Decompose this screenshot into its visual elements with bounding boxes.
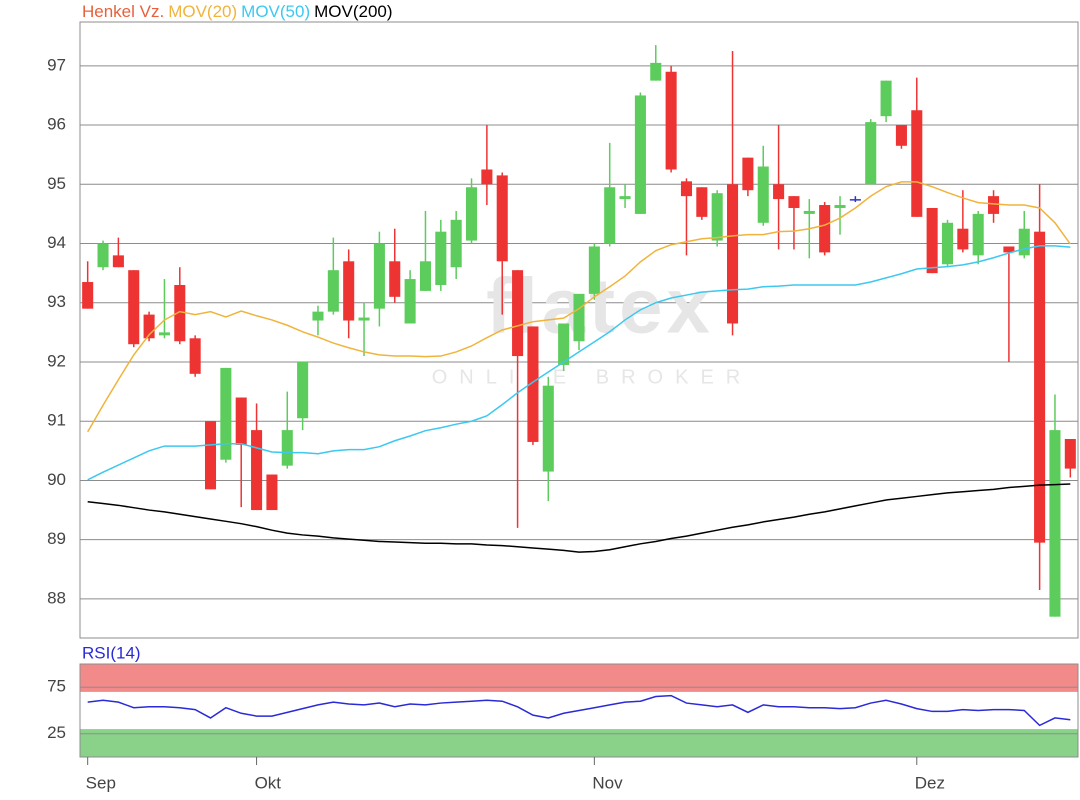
candle-body	[373, 243, 385, 309]
panel-frame	[79, 663, 1079, 758]
candle-body	[834, 205, 846, 208]
candle-body	[1064, 438, 1076, 469]
panel-frame	[79, 21, 1079, 639]
candle-body	[696, 187, 708, 217]
candle-body	[604, 187, 616, 244]
y-tick-label: 90	[47, 470, 66, 489]
line	[87, 245, 1071, 481]
candle-body	[619, 196, 631, 200]
candle-body	[680, 181, 693, 197]
candle-body	[450, 219, 462, 268]
candle-body	[988, 196, 1000, 214]
candle-body	[941, 222, 954, 265]
candle-body	[527, 326, 539, 442]
candle-body	[158, 332, 170, 336]
legend-entry: MOV(200)	[314, 2, 392, 21]
candle-body	[220, 367, 232, 460]
y-tick-label: 95	[47, 174, 66, 193]
candle-body	[143, 314, 155, 339]
y-tick-label: 89	[47, 529, 66, 548]
candle-body	[297, 361, 309, 419]
candle-body	[419, 261, 431, 291]
candle-body	[849, 199, 861, 201]
candle-body	[358, 317, 370, 321]
y-tick-label: 97	[47, 55, 66, 74]
candle-body	[1034, 231, 1046, 543]
y-tick-label: 75	[47, 677, 66, 696]
y-tick-label: 88	[47, 588, 66, 607]
x-tick-label: Sep	[86, 773, 116, 792]
candle-body	[465, 187, 478, 241]
candle-body	[727, 184, 739, 324]
candle-body	[281, 430, 293, 466]
candle-body	[481, 169, 493, 185]
candle-body	[742, 157, 754, 191]
candle-body	[97, 243, 109, 268]
candle-body	[189, 338, 201, 374]
watermark-tagline: ONLINE BROKER	[432, 366, 752, 388]
candle-body	[266, 474, 278, 511]
y-tick-label: 92	[47, 351, 66, 370]
candle-body	[558, 323, 570, 365]
candle-body	[1018, 228, 1030, 256]
y-tick-label: 25	[47, 723, 66, 742]
x-tick-label: Okt	[255, 773, 282, 792]
y-tick-label: 93	[47, 292, 66, 311]
candle-body	[312, 311, 324, 321]
candle-body	[512, 270, 524, 357]
legend-entry: MOV(50)	[241, 2, 310, 21]
candle-body	[128, 270, 140, 345]
candle-body	[819, 205, 831, 253]
candle-body	[235, 397, 247, 445]
candle-body	[773, 184, 785, 200]
candle-body	[174, 284, 186, 342]
candle-body	[880, 80, 892, 117]
candle-body	[926, 207, 938, 274]
candle-body	[435, 231, 447, 285]
candle-body	[865, 122, 877, 185]
candle-body	[665, 71, 677, 170]
candle-body	[343, 261, 355, 321]
line	[87, 694, 1071, 727]
legend-entry: RSI(14)	[82, 643, 141, 662]
legend-entry: Henkel Vz.	[82, 2, 164, 21]
candle-body	[634, 95, 646, 214]
legend: Henkel Vz. MOV(20) MOV(50) MOV(200)	[82, 2, 393, 21]
line	[87, 181, 1071, 433]
x-tick-label: Nov	[592, 773, 623, 792]
candle-body	[803, 210, 815, 214]
candle-body	[588, 246, 600, 294]
candle-body	[542, 385, 554, 472]
candle-body	[1049, 430, 1061, 617]
candle-body	[327, 270, 339, 312]
x-tick-label: Dez	[915, 773, 945, 792]
rsi-panel: 25 75 RSI(14)	[47, 643, 1079, 758]
candle-body	[972, 213, 984, 256]
candle-body	[788, 196, 800, 208]
y-tick-label: 96	[47, 115, 66, 134]
candle-body	[404, 279, 416, 324]
candle-body	[389, 261, 401, 297]
y-tick-label: 91	[47, 411, 66, 430]
candle-body	[1003, 246, 1015, 253]
candle-body	[650, 62, 662, 81]
legend-entry: MOV(20)	[168, 2, 237, 21]
candle-body	[711, 193, 723, 241]
candle-body	[112, 255, 124, 268]
line	[87, 483, 1071, 553]
candle-body	[251, 430, 263, 511]
candle-body	[204, 421, 217, 490]
candle-body	[496, 175, 508, 262]
candle-body	[895, 125, 907, 146]
candle-body	[82, 282, 94, 309]
candle-body	[957, 228, 969, 250]
candle-body	[911, 110, 923, 217]
candle-body	[573, 293, 585, 342]
candle-body	[757, 166, 769, 223]
y-tick-label: 94	[47, 233, 66, 252]
